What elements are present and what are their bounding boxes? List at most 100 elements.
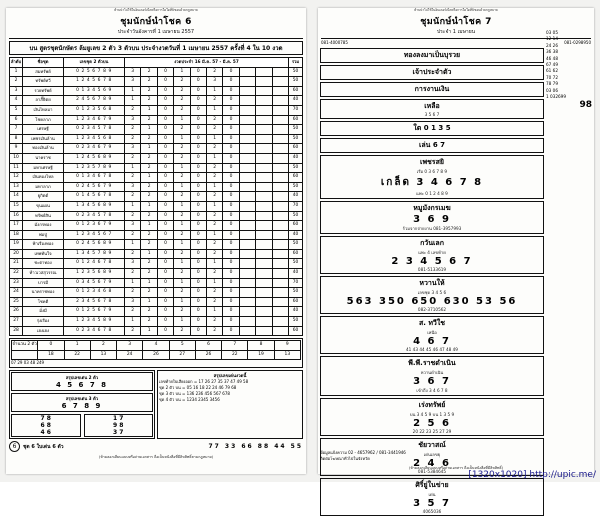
cell-mark: 0 [156, 152, 175, 164]
cell-mark [271, 172, 290, 183]
cell-sum: 60 [288, 143, 303, 154]
freq-count: 18 [37, 349, 65, 361]
cell-mark [238, 191, 257, 202]
cell-name: นาคราช [22, 152, 64, 164]
cell-mark [271, 181, 290, 193]
cell-mark: 2 [140, 268, 158, 279]
cell-digits: 1 2 3 4 5 6 7 [63, 229, 125, 241]
table-row: 6 โชคลาภ 1 2 3 4 6 7 9 3 2 0 1 0 2 0 60 [9, 114, 303, 126]
right-divider [321, 38, 591, 39]
cell-sum: 60 [288, 85, 303, 97]
freq-count: 26 [194, 349, 223, 361]
cell-no: 19 [9, 239, 23, 250]
cell-mark: 0 [222, 152, 240, 164]
cell-mark: 1 [173, 220, 191, 231]
cell-no: 5 [9, 104, 23, 116]
cell-digits: 0 2 4 5 6 8 9 [63, 239, 125, 250]
cell-mark: 2 [140, 210, 158, 222]
cell-mark [238, 229, 257, 241]
cell-sum: 40 [288, 152, 303, 164]
cell-name: รวยทรัพย์ [22, 85, 64, 97]
cell-mark: 2 [123, 133, 142, 145]
table-row: 16 ทรัพย์สิน 0 2 3 4 5 7 8 2 2 0 2 0 2 0 50 [9, 210, 303, 222]
cell-mark: 0 [156, 191, 175, 202]
table-row: 23 บารมี 0 3 4 5 6 7 9 1 1 0 1 0 1 0 70 [9, 277, 303, 289]
cell-mark: 1 [140, 296, 158, 308]
cell-mark [271, 76, 290, 87]
cell-mark: 2 [123, 152, 142, 164]
cell-mark [271, 316, 290, 327]
cell-mark: 0 [156, 85, 175, 97]
cell-digits: 0 2 3 4 5 7 8 [63, 124, 125, 135]
table-row: 24 นาคราชทอง 0 1 2 3 4 6 8 2 2 0 2 0 2 0 50 [9, 287, 303, 298]
frequency-head-row: จำนวน 2 ตัว 0 1 2 3 4 5 6 7 8 9 [10, 340, 302, 351]
cell-mark [271, 239, 290, 250]
cell-no: 23 [9, 277, 23, 289]
cell-name: มั่งมี [22, 306, 64, 318]
cell-mark: 0 [156, 181, 175, 193]
cell-mark [271, 268, 290, 279]
cell-mark: 0 [222, 104, 240, 116]
strip-code: 36 38 [546, 49, 558, 55]
cell-digits: 1 3 4 5 7 8 9 [63, 248, 125, 260]
table-row: 5 เงินไหลมา 0 1 2 3 5 6 8 2 1 0 2 0 1 0 70 [9, 104, 303, 116]
block-subtitle: เหนือ [427, 330, 437, 335]
right-info-block: เจ้าประจำตัว [320, 65, 544, 80]
cell-mark: 2 [140, 229, 158, 241]
cell-mark: 2 [205, 95, 224, 106]
block-numbers: 2 3 4 5 6 7 [391, 256, 473, 267]
cell-mark: 0 [156, 268, 175, 279]
left-divider [9, 38, 303, 39]
cell-mark: 3 [123, 296, 142, 308]
right-top-disclaimer: ห้ามนำไปใช้ในอินเตอร์เน็ตหรือการใดใดที่ม… [414, 8, 498, 12]
cell-name: ทรัพย์สิน [22, 210, 64, 222]
cell-no: 13 [9, 181, 23, 193]
cell-mark: 0 [156, 172, 175, 183]
cell-mark: 0 [156, 76, 175, 87]
cell-mark [255, 104, 273, 116]
cell-mark [255, 133, 273, 145]
cell-sum: 70 [288, 200, 303, 212]
cell-mark [271, 133, 290, 145]
cell-mark [255, 258, 273, 270]
cell-digits: 0 2 3 4 6 7 9 [63, 143, 125, 154]
cell-name: ทรัพย์ทวี [22, 76, 64, 87]
cell-sum: 70 [288, 104, 303, 116]
cell-mark: 2 [205, 248, 224, 260]
cell-mark: 2 [140, 114, 158, 126]
cell-mark: 2 [173, 85, 191, 97]
cell-name: นาคราชทอง [22, 287, 64, 298]
cell-mark [255, 200, 273, 212]
cell-mark: 0 [222, 200, 240, 212]
table-row: 13 มหาลาภ 0 2 4 5 6 7 9 3 2 0 1 0 1 0 50 [9, 181, 303, 193]
table-row: 9 ทองเงินล้าน 0 2 3 4 6 7 9 3 1 0 2 0 2 0 60 [9, 143, 303, 154]
circle-set-bot: 3 7 [113, 429, 124, 437]
right-side-strip: 03 05 12 14 24 26 36 38 46 48 67 49 61 62 70 72… [546, 30, 592, 110]
cell-mark: 0 [189, 76, 207, 87]
cell-mark [238, 220, 257, 231]
summary-left-boxes: สรุปเลขเด่น 2 ตัว 4 5 6 7 8 สรุปเลขเด่น 3 … [9, 370, 155, 440]
cell-mark: 0 [189, 200, 207, 212]
cell-mark: 2 [173, 287, 191, 298]
table-row: 10 นาคราช 1 2 4 5 6 8 9 2 2 0 2 0 1 0 40 [9, 152, 303, 164]
cell-no: 10 [9, 152, 23, 164]
cell-mark: 0 [222, 220, 240, 231]
cell-mark: 1 [123, 162, 142, 174]
cell-mark: 2 [205, 143, 224, 154]
block-title: เล่น 6 7 [418, 141, 446, 149]
block-numbers: 3 5 7 [413, 498, 451, 509]
cell-mark: 1 [205, 181, 224, 193]
left-footer-disclaimer: (ห้ามลอกเลียนแบบหรือถ่ายเอกสาร ถือเป็นหน… [98, 455, 214, 460]
cell-name: เงินทองไหล [22, 172, 64, 183]
cell-digits: 0 1 2 5 6 7 9 [63, 306, 125, 318]
cell-mark [255, 76, 273, 87]
cell-mark: 0 [189, 325, 207, 337]
cell-name: ฟ้าเรืองทอง [22, 239, 64, 250]
cell-mark [238, 277, 257, 289]
cell-mark: 0 [189, 306, 207, 318]
right-code-1: 081-4000785 [321, 40, 348, 45]
cell-mark: 1 [173, 181, 191, 193]
cell-mark: 2 [205, 287, 224, 298]
table-row: 11 มหาเศรษฐี 1 2 3 5 7 8 9 1 2 0 1 0 2 0 50 [9, 162, 303, 174]
